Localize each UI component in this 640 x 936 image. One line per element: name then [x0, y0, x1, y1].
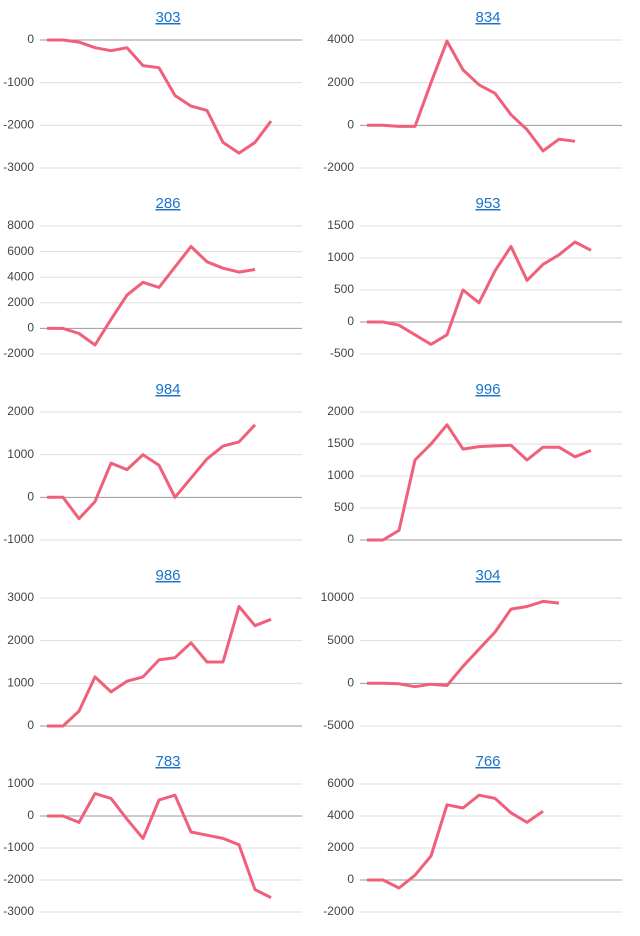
y-tick-label: 10000	[321, 590, 355, 604]
y-tick-label: 1500	[327, 218, 354, 232]
chart-title[interactable]: 766	[475, 753, 500, 770]
y-tick-label: 5000	[327, 633, 354, 647]
data-line	[367, 39, 576, 153]
y-tick-label: 0	[347, 314, 354, 328]
y-tick-label: 2000	[7, 633, 34, 647]
y-tick-label: 1500	[327, 436, 354, 450]
data-line	[47, 38, 273, 155]
y-tick-label: 1000	[7, 676, 34, 690]
y-tick-label: 0	[27, 718, 34, 732]
y-tick-label: 0	[27, 321, 34, 335]
chart-title[interactable]: 286	[155, 195, 180, 212]
y-tick-label: 6000	[7, 244, 34, 258]
y-tick-label: 0	[347, 118, 354, 132]
y-tick-label: 2000	[7, 295, 34, 309]
y-tick-label: -500	[330, 346, 354, 360]
y-tick-label: -1000	[3, 532, 34, 546]
y-tick-label: 4000	[327, 808, 354, 822]
y-tick-label: 1000	[7, 447, 34, 461]
y-tick-label: 1000	[327, 250, 354, 264]
y-tick-label: 0	[347, 872, 354, 886]
data-line	[367, 599, 560, 689]
data-line	[47, 605, 272, 728]
y-tick-label: 2000	[327, 404, 354, 418]
y-tick-label: 8000	[7, 218, 34, 232]
chart-title[interactable]: 834	[475, 9, 500, 26]
y-tick-label: 2000	[7, 404, 34, 418]
y-tick-label: 6000	[327, 776, 354, 790]
y-tick-label: -2000	[3, 118, 34, 132]
chart-title[interactable]: 996	[475, 381, 500, 398]
y-tick-label: -3000	[3, 160, 34, 174]
chart-title[interactable]: 303	[155, 9, 180, 26]
data-line	[367, 793, 544, 890]
chart-title[interactable]: 304	[475, 567, 500, 584]
chart-title[interactable]: 953	[475, 195, 500, 212]
data-line	[47, 423, 257, 521]
y-tick-label: -2000	[323, 160, 354, 174]
chart-title[interactable]: 986	[155, 567, 180, 584]
y-tick-label: -2000	[323, 904, 354, 918]
y-tick-label: 4000	[7, 269, 34, 283]
y-tick-label: 3000	[7, 590, 34, 604]
data-line	[47, 792, 272, 899]
data-line	[367, 423, 592, 542]
y-tick-label: 500	[334, 500, 354, 514]
y-tick-label: 500	[334, 282, 354, 296]
y-tick-label: -1000	[3, 75, 34, 89]
data-line	[47, 245, 256, 347]
y-tick-label: 0	[347, 532, 354, 546]
y-tick-label: 4000	[327, 32, 354, 46]
y-tick-label: 0	[27, 32, 34, 46]
data-line	[367, 240, 592, 346]
y-tick-label: 2000	[327, 840, 354, 854]
chart-title[interactable]: 984	[155, 381, 180, 398]
y-tick-label: -3000	[3, 904, 34, 918]
y-tick-label: 0	[27, 490, 34, 504]
y-tick-label: 1000	[7, 776, 34, 790]
y-tick-label: -2000	[3, 346, 34, 360]
y-tick-label: 1000	[327, 468, 354, 482]
y-tick-label: -5000	[323, 718, 354, 732]
y-tick-label: 2000	[327, 75, 354, 89]
chart-title[interactable]: 783	[155, 753, 180, 770]
y-tick-label: 0	[347, 676, 354, 690]
y-tick-label: 0	[27, 808, 34, 822]
y-tick-label: -1000	[3, 840, 34, 854]
y-tick-label: -2000	[3, 872, 34, 886]
